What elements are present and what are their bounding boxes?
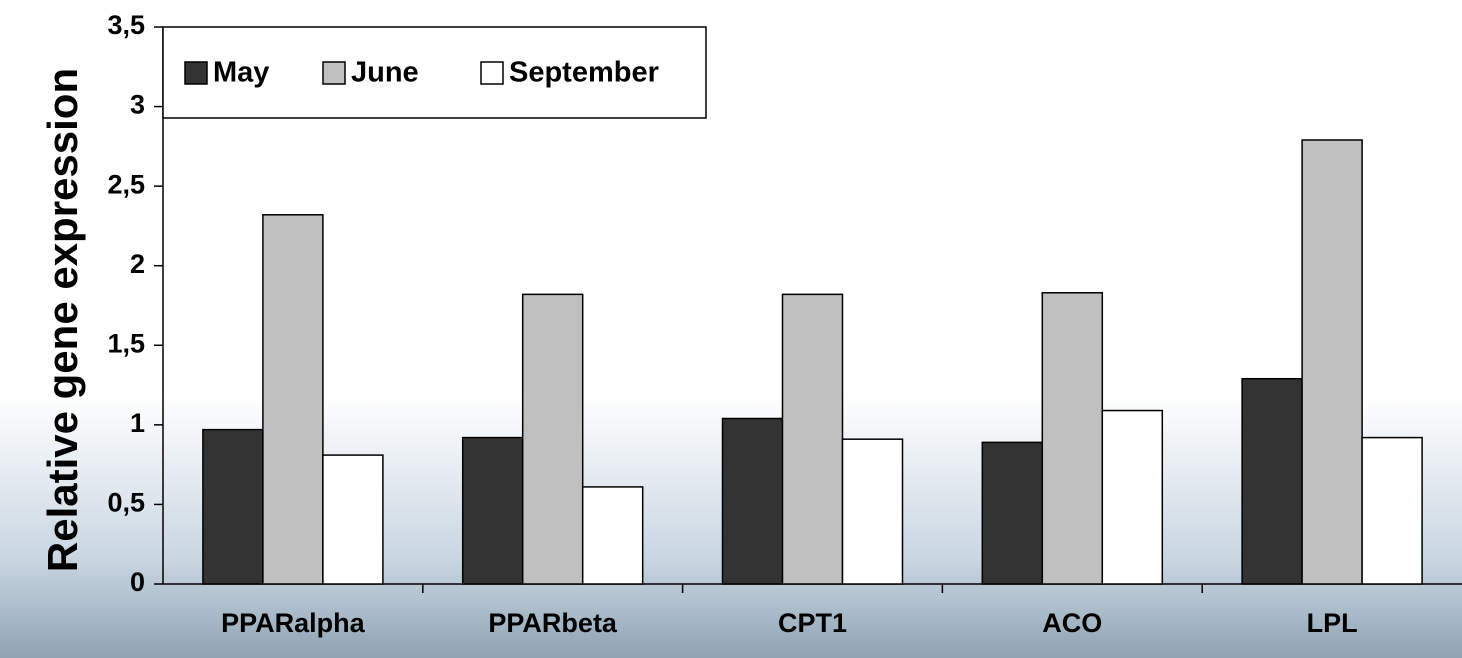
legend-box bbox=[162, 26, 707, 119]
y-tick-label: 2 bbox=[130, 249, 145, 279]
bar bbox=[1041, 292, 1104, 585]
legend-swatch bbox=[322, 61, 346, 85]
y-tick-label: 1 bbox=[130, 408, 145, 438]
legend-label: May bbox=[213, 57, 269, 89]
x-tick-label: LPL bbox=[1307, 608, 1358, 638]
y-axis-title: Relative gene expression bbox=[39, 68, 86, 572]
x-tick-label: ACO bbox=[1042, 608, 1102, 638]
bar bbox=[461, 436, 524, 585]
y-tick-label: 3,5 bbox=[107, 10, 145, 40]
x-tick-label: CPT1 bbox=[778, 608, 847, 638]
bar bbox=[1101, 409, 1164, 585]
bar bbox=[721, 417, 784, 585]
x-tick-label: PPARbeta bbox=[488, 608, 618, 638]
bar bbox=[1241, 377, 1303, 585]
y-tick-label: 0 bbox=[130, 567, 145, 597]
bar bbox=[322, 454, 384, 585]
bar bbox=[1361, 436, 1423, 585]
bar bbox=[981, 441, 1044, 585]
bar bbox=[202, 428, 264, 585]
bar bbox=[581, 486, 644, 585]
y-tick-label: 1,5 bbox=[107, 328, 145, 358]
bar bbox=[262, 214, 324, 585]
bar bbox=[781, 293, 844, 585]
y-tick-label: 2,5 bbox=[107, 169, 145, 199]
y-tick-label: 3 bbox=[130, 90, 145, 120]
bar bbox=[521, 293, 584, 585]
y-tick-label: 0,5 bbox=[107, 488, 145, 518]
bar bbox=[841, 438, 904, 585]
x-tick-label: PPARalpha bbox=[221, 608, 366, 638]
bar bbox=[1301, 139, 1363, 585]
legend-swatch bbox=[480, 61, 504, 85]
legend-label: June bbox=[351, 57, 419, 89]
legend-swatch bbox=[184, 61, 208, 85]
legend-label: September bbox=[509, 57, 659, 89]
